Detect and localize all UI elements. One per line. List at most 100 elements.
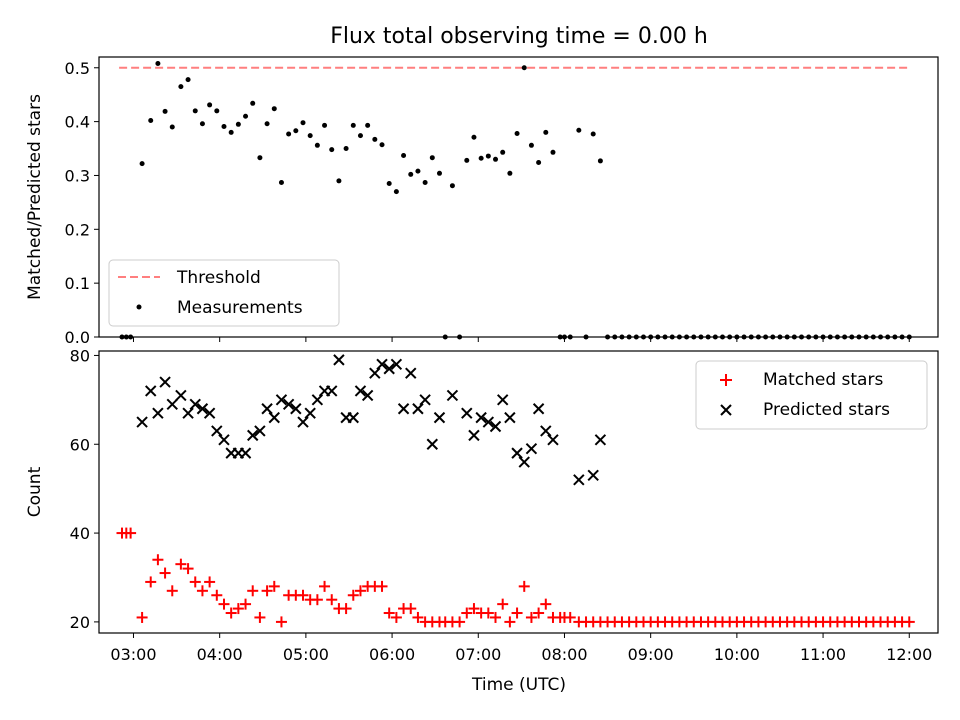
- matched-star-point: [564, 611, 576, 623]
- matched-star-point: [218, 598, 230, 610]
- predicted-star-point: [196, 403, 209, 415]
- matched-star-point: [297, 589, 309, 601]
- measurement-point: [350, 122, 356, 128]
- predicted-star-point: [419, 394, 431, 406]
- bottom-y-tick-label: 40: [70, 524, 90, 543]
- predicted-star-point: [468, 429, 480, 442]
- matched-star-point: [166, 585, 178, 597]
- measurement-point: [250, 100, 256, 106]
- matched-star-point: [511, 607, 523, 619]
- predicted-star-point: [275, 394, 288, 406]
- measurement-point: [485, 153, 491, 159]
- measurement-point: [314, 142, 320, 148]
- matched-star-point: [405, 603, 417, 615]
- matched-star-point: [354, 585, 366, 597]
- predicted-star-point: [496, 394, 509, 406]
- matched-star-point: [189, 576, 201, 588]
- bottom-axes-frame: [98, 350, 939, 634]
- top-axes-frame: [98, 56, 939, 338]
- measurement-point: [597, 158, 603, 164]
- measurement-point: [528, 142, 534, 148]
- matched-star-point: [533, 607, 545, 619]
- x-tick-label: 04:00: [197, 645, 243, 664]
- measurement-point: [372, 136, 378, 142]
- predicted-star-point: [261, 403, 273, 415]
- matched-star-point: [326, 594, 338, 606]
- predicted-star-point: [511, 447, 523, 459]
- x-tick-label: 05:00: [283, 645, 329, 664]
- x-tick-label: 07:00: [455, 645, 501, 664]
- top-y-tick-label: 0.5: [65, 59, 90, 78]
- matched-star-point: [182, 563, 194, 575]
- matched-star-point: [383, 607, 395, 619]
- top-y-tick-label: 0.3: [65, 166, 90, 185]
- matched-star-point: [125, 527, 137, 539]
- top-y-tick-label: 0.2: [65, 220, 90, 239]
- measurement-point: [590, 131, 596, 137]
- measurement-point: [185, 77, 191, 83]
- measurement-point: [507, 170, 513, 176]
- measurement-point: [155, 60, 161, 66]
- bottom-plot-area: [116, 354, 915, 628]
- predicted-star-point: [203, 407, 216, 419]
- predicted-star-point: [159, 376, 171, 388]
- measurement-point: [293, 128, 299, 134]
- measurement-point: [415, 168, 421, 174]
- bottom-y-tick-label: 20: [70, 613, 90, 632]
- measurement-point: [148, 118, 154, 124]
- measurement-point: [207, 102, 213, 108]
- predicted-star-point: [239, 447, 252, 459]
- measurement-point: [343, 146, 349, 152]
- measurement-point: [408, 171, 414, 177]
- bottom-legend: Matched stars Predicted stars: [695, 360, 928, 430]
- predicted-star-point: [304, 407, 316, 419]
- legend-label-measurements: Measurements: [177, 298, 303, 318]
- measurement-point: [521, 65, 527, 71]
- matched-star-point: [204, 576, 216, 588]
- predicted-star-point: [290, 403, 302, 415]
- measurement-point: [264, 121, 270, 127]
- matched-star-point: [482, 607, 494, 619]
- top-y-axis: 0.0 0.1 0.2 0.3 0.4 0.5: [65, 59, 99, 347]
- predicted-star-point: [354, 385, 367, 397]
- matched-star-point: [240, 598, 252, 610]
- measurement-point: [379, 142, 385, 148]
- matched-star-point: [268, 580, 280, 592]
- measurement-point: [329, 147, 335, 153]
- matched-star-point: [454, 616, 466, 628]
- predicted-star-point: [412, 403, 424, 415]
- predicted-star-point: [383, 363, 395, 375]
- legend-label-threshold: Threshold: [176, 268, 261, 288]
- measurement-point: [286, 131, 292, 137]
- predicted-star-point: [547, 434, 559, 446]
- predicted-star-point: [594, 434, 607, 446]
- measurement-point: [436, 170, 442, 176]
- measurement-point: [386, 181, 392, 187]
- predicted-star-point: [326, 385, 338, 397]
- predicted-star-point: [297, 416, 309, 428]
- measurement-point: [322, 122, 328, 128]
- measurement-point: [478, 155, 484, 161]
- predicted-star-point: [268, 411, 280, 424]
- matched-star-point: [525, 611, 537, 623]
- predicted-star-point: [573, 474, 585, 486]
- x-tick-label: 10:00: [714, 645, 760, 664]
- predicted-star-point: [397, 403, 410, 415]
- predicted-star-point: [152, 407, 164, 419]
- measurement-point: [576, 127, 582, 133]
- predicted-star-point: [254, 425, 266, 437]
- top-y-tick-label: 0.4: [65, 113, 90, 132]
- predicted-star-point: [475, 411, 487, 424]
- matched-star-point: [490, 611, 502, 623]
- measurement-point: [257, 155, 263, 161]
- measurement-point: [543, 129, 549, 135]
- measurement-point: [500, 149, 506, 155]
- matched-star-point: [903, 616, 915, 628]
- measurement-point: [429, 155, 435, 161]
- predicted-star-point: [282, 398, 295, 410]
- predicted-star-point: [376, 358, 388, 371]
- measurement-point: [365, 122, 371, 128]
- predicted-star-point: [489, 420, 502, 433]
